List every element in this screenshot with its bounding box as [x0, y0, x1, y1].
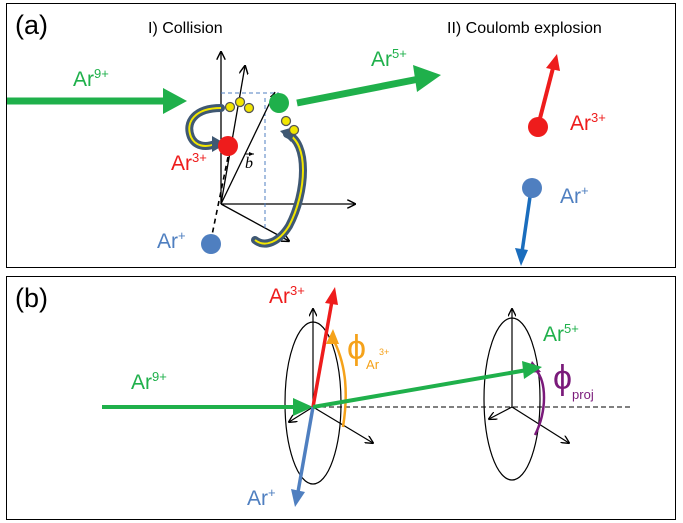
phi-recoil-arc [330, 336, 347, 428]
ar5-out-label: Ar5+ [543, 321, 579, 346]
electron-dots [224, 96, 300, 136]
projectile-in-arrow [7, 88, 187, 114]
fragment-ar3-arrow [311, 287, 338, 408]
projectile-out-arrow [296, 65, 441, 107]
panel-b-label: (b) [15, 283, 48, 313]
explosion-ar1-ion [522, 178, 542, 198]
explosion-ar3-arrow [536, 54, 560, 127]
panel-a: b [6, 3, 676, 268]
explosion-ar1-arrow [515, 189, 533, 266]
ar9-label-b: Ar9+ [131, 369, 167, 394]
impact-parameter-vector [220, 91, 276, 205]
fragment-ar1-arrow [291, 406, 315, 507]
ar9-label: Ar9+ [73, 66, 109, 91]
ar1-fragment-label: Ar+ [247, 485, 276, 510]
panel-a-diagram: b [7, 4, 560, 266]
phi-recoil-label: ϕAr3+ [347, 329, 390, 372]
panel-b: (b) Ar9+ Ar3+ Ar+ Ar5+ ϕAr3+ ϕproj [6, 276, 676, 520]
recoil-dashed-line [210, 156, 229, 241]
collision-axes [221, 52, 355, 241]
ar1-explosion-label: Ar+ [560, 183, 589, 208]
impact-parameter-label: b [245, 155, 253, 172]
phi-proj-label: ϕproj [553, 359, 594, 402]
collision-title: I) Collision [148, 20, 223, 37]
phi-proj-arc [533, 368, 546, 436]
recoil-ar1-ion [201, 234, 221, 254]
phi-recoil-arc-head [326, 329, 339, 344]
projectile-ion [269, 93, 289, 113]
panel-b-diagram [102, 287, 631, 507]
projectile-out-arrow-b [312, 361, 542, 409]
ar1-recoil-label: Ar+ [157, 228, 186, 253]
ar3-fragment-label: Ar3+ [269, 283, 305, 308]
ar3-explosion-label: Ar3+ [570, 110, 606, 135]
panel-a-label: (a) [15, 10, 48, 40]
coulomb-explosion-title: II) Coulomb explosion [447, 20, 602, 37]
recoil-ar3-ion [218, 136, 238, 156]
projectile-in-arrow-b [102, 398, 313, 416]
explosion-ar3-ion [528, 117, 548, 137]
ar3-recoil-label: Ar3+ [171, 150, 207, 175]
projection-lines [221, 92, 279, 229]
ar5-label: Ar5+ [371, 46, 407, 71]
